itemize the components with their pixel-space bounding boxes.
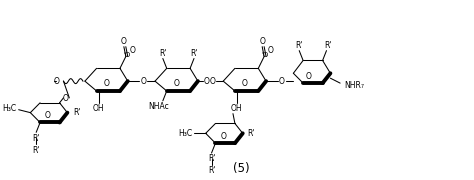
Text: R': R' <box>32 134 40 143</box>
Text: O: O <box>54 77 60 86</box>
Text: O: O <box>279 77 284 86</box>
Text: O: O <box>173 79 179 88</box>
Text: O: O <box>210 77 216 86</box>
Text: H₃C: H₃C <box>178 129 192 138</box>
Text: R': R' <box>208 166 215 175</box>
Text: R': R' <box>73 108 81 117</box>
Text: R': R' <box>190 49 198 58</box>
Text: H₃C: H₃C <box>2 104 17 113</box>
Text: R': R' <box>295 41 303 50</box>
Text: R': R' <box>208 154 215 163</box>
Text: O: O <box>242 79 247 88</box>
Text: O: O <box>140 77 146 86</box>
Text: O: O <box>220 132 226 141</box>
Text: O: O <box>204 77 210 86</box>
Text: NHR₇: NHR₇ <box>344 81 364 90</box>
Text: OH: OH <box>231 104 243 113</box>
Text: R': R' <box>32 146 40 155</box>
Text: R': R' <box>247 129 255 138</box>
Text: O: O <box>103 79 109 88</box>
Text: O: O <box>45 111 51 120</box>
Text: O: O <box>259 37 265 46</box>
Text: R': R' <box>159 49 166 58</box>
Text: OH: OH <box>93 104 104 113</box>
Text: O: O <box>306 72 312 81</box>
Text: (5): (5) <box>233 162 250 175</box>
Text: 'O: 'O <box>123 51 130 58</box>
Text: O: O <box>63 94 68 103</box>
Text: NHAc: NHAc <box>148 102 169 111</box>
Text: O: O <box>130 46 136 55</box>
Text: 'O: 'O <box>261 51 268 58</box>
Text: O: O <box>121 37 127 46</box>
Text: R': R' <box>325 41 332 50</box>
Text: O: O <box>268 46 274 55</box>
